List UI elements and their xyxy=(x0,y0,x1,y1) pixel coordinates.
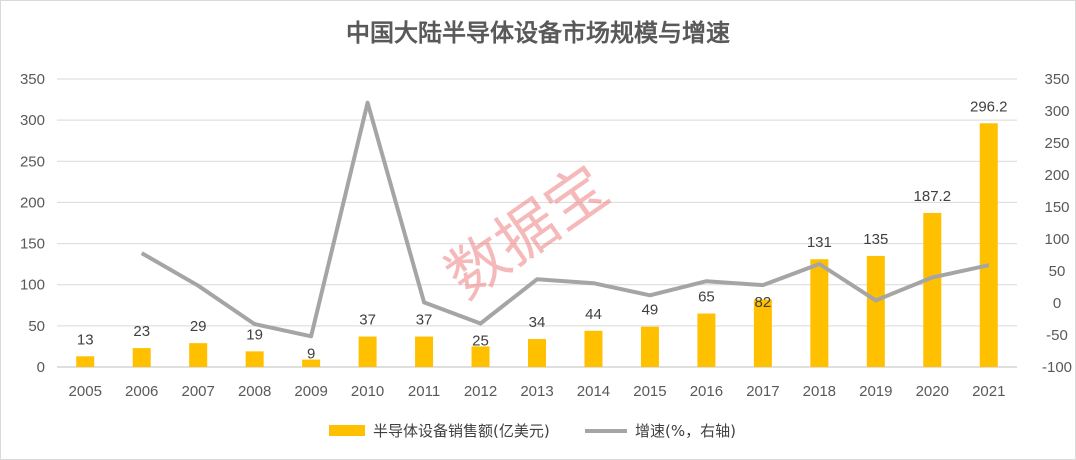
bar-data-label: 9 xyxy=(307,345,315,362)
bar xyxy=(189,343,208,367)
bar xyxy=(132,348,151,367)
bar-data-label: 135 xyxy=(863,231,888,248)
bar-data-label: 34 xyxy=(529,314,546,331)
x-axis-tick-label: 2014 xyxy=(577,383,610,400)
right-axis-tick-label: 150 xyxy=(1044,199,1069,216)
bar xyxy=(245,351,264,367)
bar xyxy=(640,326,659,367)
bar xyxy=(358,336,377,367)
x-axis-tick-label: 2019 xyxy=(859,383,892,400)
bar xyxy=(584,330,603,367)
x-axis-tick-label: 2020 xyxy=(916,383,949,400)
line-series xyxy=(140,100,990,339)
chart-title: 中国大陆半导体设备市场规模与增速 xyxy=(346,19,730,47)
legend-label-line: 增速(%，右轴) xyxy=(635,422,736,440)
right-axis-tick-label: 250 xyxy=(1044,135,1069,152)
right-axis-tick-label: 200 xyxy=(1044,167,1069,184)
bar-data-label: 23 xyxy=(133,323,150,340)
x-axis-tick-label: 2007 xyxy=(181,383,214,400)
x-axis-tick-label: 2009 xyxy=(294,383,327,400)
left-axis-tick-label: 300 xyxy=(20,112,45,129)
bar xyxy=(866,255,885,367)
right-axis-tick-label: -100 xyxy=(1042,359,1072,376)
legend-swatch-bar xyxy=(329,425,365,436)
x-axis-tick-label: 2016 xyxy=(690,383,723,400)
bar-data-label: 296.2 xyxy=(970,98,1008,115)
bar-data-label: 131 xyxy=(807,234,832,251)
x-axis-tick-label: 2015 xyxy=(633,383,666,400)
x-axis-tick-label: 2013 xyxy=(520,383,553,400)
x-axis-tick-label: 2008 xyxy=(238,383,271,400)
x-axis-tick-label: 2017 xyxy=(746,383,779,400)
right-axis-tick-label: 0 xyxy=(1053,295,1061,312)
bar-data-label: 19 xyxy=(246,326,263,343)
x-axis-tick-label: 2021 xyxy=(972,383,1005,400)
legend: 半导体设备销售额(亿美元) 增速(%，右轴) xyxy=(329,422,736,440)
right-axis-tick-label: -50 xyxy=(1046,327,1068,344)
right-axis-tick-label: 50 xyxy=(1049,263,1066,280)
gridlines xyxy=(57,78,1017,368)
left-axis-tick-label: 350 xyxy=(20,71,45,88)
x-axis-tick-label: 2018 xyxy=(803,383,836,400)
bar xyxy=(415,336,434,367)
x-axis-ticks: 2005 2006 2007 2008 2009 2010 2011 2012 2013 2014… xyxy=(69,383,1006,400)
bar-data-label: 187.2 xyxy=(914,188,952,205)
bar xyxy=(697,313,716,367)
x-axis-tick-label: 2010 xyxy=(351,383,384,400)
bar xyxy=(979,123,998,367)
bar xyxy=(753,299,772,367)
bar-data-label: 37 xyxy=(416,312,433,329)
x-axis-tick-label: 2005 xyxy=(69,383,102,400)
bar xyxy=(76,356,95,367)
bar-data-label: 65 xyxy=(698,289,715,306)
bar-data-label: 44 xyxy=(585,306,602,323)
bar xyxy=(471,346,490,367)
x-axis-tick-label: 2006 xyxy=(125,383,158,400)
bar-data-label: 25 xyxy=(472,332,489,349)
bar-data-label: 49 xyxy=(642,302,659,319)
left-axis-tick-label: 250 xyxy=(20,153,45,170)
left-axis-tick-label: 100 xyxy=(20,277,45,294)
left-axis-tick-label: 0 xyxy=(37,359,45,376)
bar-data-label: 82 xyxy=(755,294,772,311)
x-axis-tick-label: 2012 xyxy=(464,383,497,400)
growth-line xyxy=(140,100,990,339)
left-axis-tick-label: 50 xyxy=(28,318,45,335)
bar xyxy=(528,339,546,367)
bar xyxy=(810,259,829,367)
left-axis-tick-label: 150 xyxy=(20,236,45,253)
legend-label-bar: 半导体设备销售额(亿美元) xyxy=(373,422,550,440)
x-axis-tick-label: 2011 xyxy=(408,383,440,400)
left-axis-ticks: 0 50 100 150 200 250 300 350 xyxy=(20,71,45,376)
bar-series xyxy=(76,123,998,367)
bar-data-label: 29 xyxy=(190,318,207,335)
bar xyxy=(302,359,321,367)
bar-data-label: 37 xyxy=(359,312,376,329)
bar-data-labels: 13 23 29 19 9 37 37 25 34 44 49 65 82 131 135 187.2 296.… xyxy=(77,98,1008,362)
right-axis-tick-label: 100 xyxy=(1044,231,1069,248)
right-axis-ticks: -100 -50 0 50 100 150 200 250 300 350 xyxy=(1042,71,1072,376)
bar-data-label: 13 xyxy=(77,331,94,348)
right-axis-tick-label: 350 xyxy=(1044,71,1069,88)
bar xyxy=(923,212,942,367)
right-axis-tick-label: 300 xyxy=(1044,103,1069,120)
left-axis-tick-label: 200 xyxy=(20,194,45,211)
